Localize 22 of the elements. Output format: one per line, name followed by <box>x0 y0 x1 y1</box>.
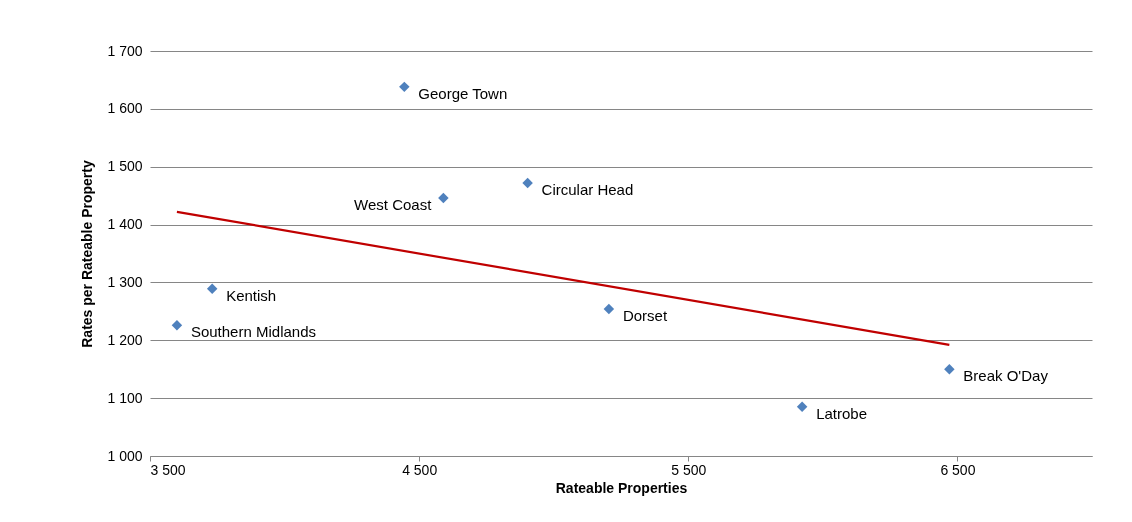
y-tick-label: 1 400 <box>107 216 143 233</box>
y-tick-label: 1 700 <box>107 42 143 59</box>
annotation: West Coast <box>354 195 433 213</box>
y-tick-label: 1 300 <box>107 273 143 290</box>
y-tick-label: 1 000 <box>107 447 143 464</box>
annotation: George Town <box>418 84 508 102</box>
x-tick-label: 4 500 <box>402 461 438 478</box>
annotation: Dorset <box>622 307 668 325</box>
x-axis-title: Rateable Properties <box>555 479 688 496</box>
y-tick-label: 1 100 <box>107 389 143 406</box>
annotation: Break O'Day <box>963 367 1049 385</box>
y-tick-label: 1 200 <box>107 331 143 348</box>
y-tick-label: 1 500 <box>107 158 143 175</box>
y-tick-label: 1 600 <box>107 100 143 117</box>
annotation: Circular Head <box>541 180 634 198</box>
x-tick-label: 5 500 <box>671 461 707 478</box>
x-tick-label: 6 500 <box>940 461 976 478</box>
x-tick-label: 3 500 <box>150 461 186 478</box>
annotation: Southern Midlands <box>190 323 316 341</box>
annotation: Latrobe <box>816 404 868 422</box>
y-axis-title: Rates per Rateable Property <box>79 160 96 348</box>
annotation: Kentish <box>226 286 277 304</box>
